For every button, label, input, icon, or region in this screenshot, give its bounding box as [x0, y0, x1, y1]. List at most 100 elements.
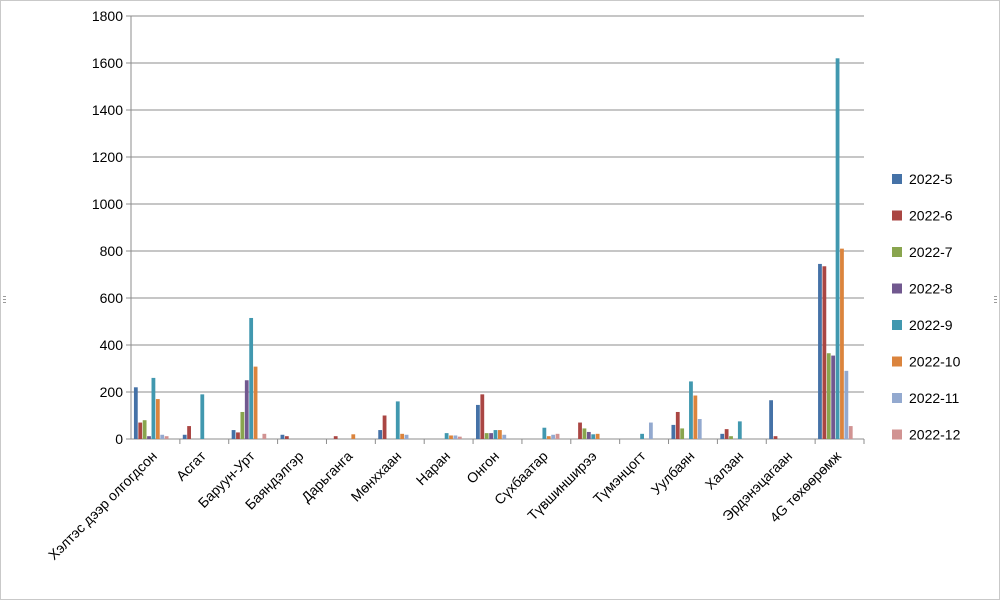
bar — [249, 317, 254, 439]
bar — [351, 434, 356, 439]
legend-swatch — [892, 210, 902, 221]
left-resize-grip-icon[interactable] — [3, 296, 6, 305]
bar — [840, 248, 844, 439]
y-tick-label: 1400 — [92, 102, 123, 118]
bar — [164, 436, 169, 439]
y-tick-label: 1200 — [92, 149, 123, 165]
bar — [160, 434, 165, 439]
bar — [449, 435, 453, 439]
bar — [591, 434, 596, 439]
y-tick-label: 0 — [115, 431, 123, 447]
bar — [826, 353, 831, 439]
bar — [555, 433, 560, 439]
legend-label: 2022-6 — [909, 208, 953, 224]
gridlines — [131, 15, 864, 393]
legend-swatch — [892, 283, 902, 294]
bar — [578, 422, 582, 439]
bars — [133, 58, 853, 440]
x-tick-label: Асгат — [173, 447, 209, 483]
bar — [453, 435, 458, 439]
bar — [720, 433, 725, 439]
bar — [542, 427, 547, 439]
bar — [187, 426, 191, 439]
bar — [835, 58, 840, 440]
bar — [444, 433, 449, 439]
x-tick-label: Онгон — [463, 448, 502, 487]
bar — [582, 428, 587, 439]
axes — [126, 15, 865, 444]
bar — [395, 401, 400, 439]
bar — [231, 430, 236, 439]
bar — [697, 419, 702, 439]
bar — [818, 263, 822, 439]
bar — [831, 355, 836, 439]
bar — [493, 430, 498, 439]
bar — [333, 436, 338, 439]
bar — [675, 411, 680, 439]
bar — [737, 421, 742, 439]
bar — [138, 422, 143, 439]
bar — [484, 433, 489, 439]
legend-swatch — [892, 247, 902, 257]
legend-label: 2022-11 — [909, 390, 960, 406]
bar — [822, 266, 827, 439]
x-tick-label: Дарьганга — [298, 448, 356, 506]
x-tick-label: Уулбаян — [648, 448, 698, 498]
bar — [240, 411, 245, 439]
bar — [773, 436, 778, 439]
legend-label: 2022-12 — [909, 427, 961, 443]
bar — [489, 433, 493, 439]
bar — [586, 431, 591, 439]
y-axis-tick-labels: 0 200 400 600 800 1000 1200 1400 1600 1800 — [92, 8, 123, 447]
bar — [671, 424, 676, 439]
y-tick-label: 1000 — [92, 196, 123, 212]
legend-label: 2022-7 — [909, 244, 953, 260]
y-tick-label: 1800 — [92, 8, 123, 24]
x-tick-label: Мөнххаан — [348, 448, 405, 505]
bar — [502, 434, 507, 439]
bar — [457, 436, 462, 439]
bar — [724, 429, 729, 439]
bar — [253, 366, 258, 439]
bar — [480, 394, 485, 439]
bar — [244, 380, 249, 439]
bar — [844, 370, 849, 439]
bar — [848, 426, 853, 439]
bar — [262, 433, 267, 439]
bar — [551, 434, 556, 439]
bar — [182, 434, 187, 439]
bar — [142, 420, 147, 439]
x-axis-tick-labels: Хэлтэс дээр олгогдсон АсгатБаруун-УртБаян… — [45, 447, 845, 562]
x-tick-label: Түмэнцогт — [590, 447, 649, 506]
y-tick-label: 800 — [100, 243, 124, 259]
x-tick-label: Халзан — [702, 448, 747, 493]
bar — [546, 436, 551, 439]
bar — [151, 377, 156, 439]
bar — [497, 430, 502, 439]
bar — [133, 387, 138, 439]
legend-label: 2022-5 — [909, 171, 953, 187]
legend-swatch — [892, 320, 902, 330]
bar — [236, 432, 240, 439]
x-tick-label: Наран — [413, 448, 453, 488]
bar — [693, 395, 698, 439]
x-tick-label: Хэлтэс дээр олгогдсон — [45, 448, 160, 563]
bar — [729, 436, 733, 439]
legend-swatch — [892, 393, 902, 403]
bar — [280, 434, 285, 439]
bar — [769, 400, 773, 439]
bar — [284, 436, 289, 439]
y-tick-label: 200 — [100, 384, 124, 400]
legend-label: 2022-8 — [909, 281, 953, 297]
legend-swatch — [892, 174, 902, 184]
right-resize-grip-icon[interactable] — [994, 296, 997, 305]
legend-swatch — [892, 429, 902, 440]
bar — [648, 422, 653, 439]
legend-label: 2022-10 — [909, 354, 961, 370]
legend-label: 2022-9 — [909, 317, 953, 333]
bar — [680, 428, 685, 439]
bar — [155, 399, 160, 439]
bar — [382, 415, 387, 439]
bar — [640, 433, 644, 439]
